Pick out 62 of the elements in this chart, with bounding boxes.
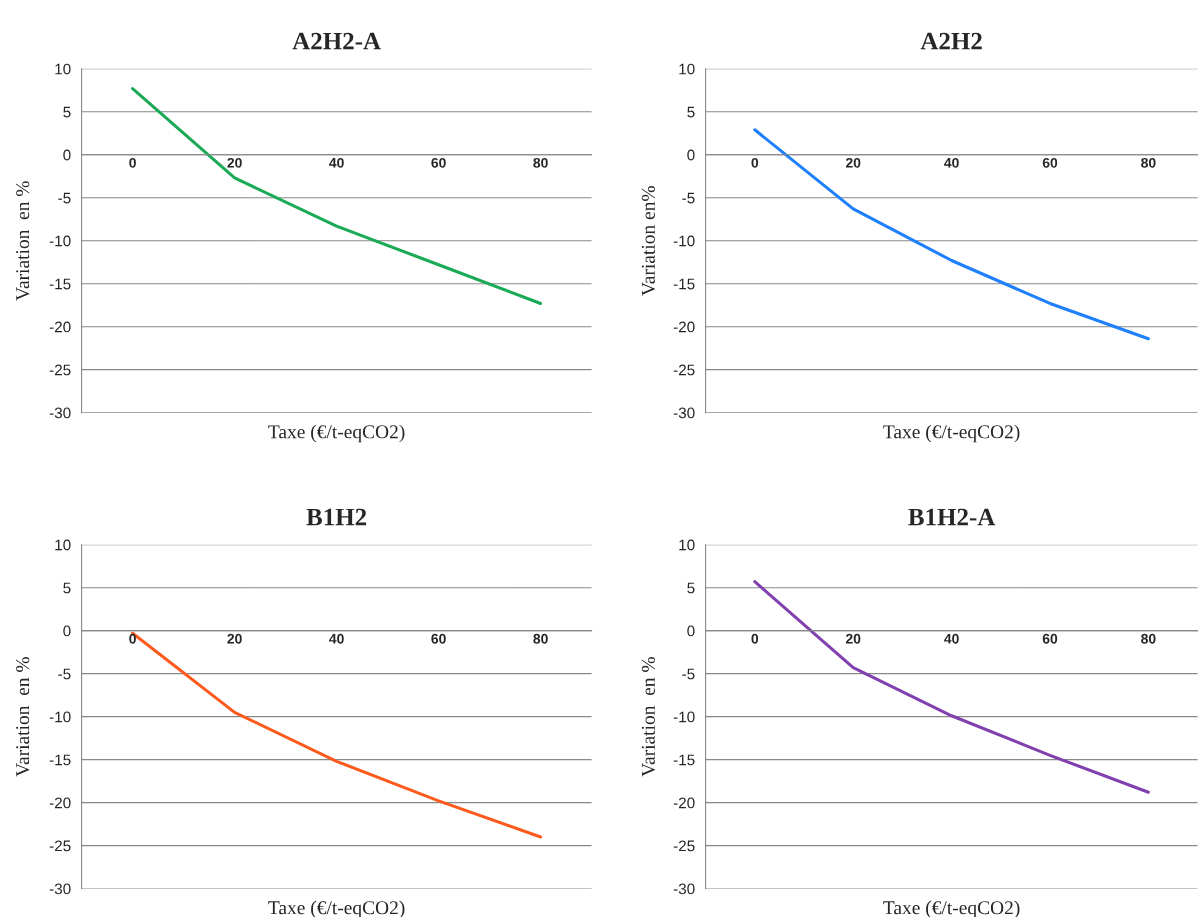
y-axis-title: Variation en % <box>16 657 30 777</box>
y-tick-label: -10 <box>673 235 695 247</box>
y-tick-label: 5 <box>63 106 71 118</box>
y-tick-label: -15 <box>673 278 695 290</box>
x-axis-title: Taxe (€/t-eqCO2) <box>883 424 1020 443</box>
x-tick-label: 40 <box>329 633 344 644</box>
y-tick-label: -25 <box>49 364 71 376</box>
y-tick-label: -20 <box>673 321 695 333</box>
x-tick-label: 40 <box>944 633 959 644</box>
chart-title: A2H2-A <box>292 32 381 50</box>
y-tick-label: 10 <box>55 63 71 75</box>
x-tick-label: 20 <box>227 157 242 168</box>
y-tick-label: -5 <box>682 192 695 204</box>
x-tick-label: 20 <box>845 157 861 168</box>
y-tick-label: -20 <box>673 797 695 809</box>
y-tick-label: -25 <box>673 364 695 376</box>
x-tick-label: 60 <box>431 633 446 644</box>
y-axis-title: Variation en% <box>641 186 656 296</box>
x-tick-label: 80 <box>533 157 548 168</box>
x-tick-label: 40 <box>944 157 959 168</box>
chart-title: B1H2 <box>306 508 367 526</box>
y-tick-label: -15 <box>49 278 71 290</box>
y-tick-label: -5 <box>682 668 695 680</box>
y-tick-label: -25 <box>673 840 695 852</box>
x-tick-label: 20 <box>845 633 861 644</box>
y-tick-label: -20 <box>49 321 71 333</box>
x-tick-label: 60 <box>1042 633 1058 644</box>
x-tick-label: 0 <box>751 633 759 644</box>
y-tick-label: -30 <box>673 407 695 419</box>
y-axis-title: Variation en % <box>641 657 656 777</box>
y-tick-label: -10 <box>673 711 695 723</box>
y-tick-label: -15 <box>49 754 71 766</box>
y-tick-label: 10 <box>679 539 695 551</box>
x-axis-title: Taxe (€/t-eqCO2) <box>268 424 405 443</box>
y-tick-label: -10 <box>49 235 71 247</box>
y-tick-label: -5 <box>58 668 71 680</box>
y-tick-label: -25 <box>49 840 71 852</box>
chart-title: A2H2 <box>920 32 982 50</box>
y-tick-label: -10 <box>49 711 71 723</box>
y-tick-label: -20 <box>49 797 71 809</box>
x-tick-label: 60 <box>1042 157 1058 168</box>
x-tick-label: 0 <box>751 157 759 168</box>
y-tick-label: -30 <box>673 883 695 895</box>
x-tick-label: 20 <box>227 633 242 644</box>
x-tick-label: 0 <box>129 157 136 168</box>
y-tick-label: 5 <box>687 582 695 594</box>
x-tick-label: 80 <box>533 633 548 644</box>
x-tick-label: 60 <box>431 157 446 168</box>
chart-title: B1H2-A <box>908 508 996 526</box>
x-tick-label: 40 <box>329 157 344 168</box>
y-tick-label: -30 <box>49 883 71 895</box>
y-tick-label: 10 <box>679 63 695 75</box>
x-tick-label: 0 <box>129 633 136 644</box>
y-axis-title: Variation en % <box>16 181 30 301</box>
y-tick-label: -15 <box>673 754 695 766</box>
y-tick-label: 5 <box>63 582 71 594</box>
x-tick-label: 80 <box>1141 157 1156 168</box>
x-tick-label: 80 <box>1141 633 1156 644</box>
y-tick-label: 5 <box>687 106 695 118</box>
y-tick-label: -30 <box>49 407 71 419</box>
y-tick-label: -5 <box>58 192 71 204</box>
y-tick-label: 10 <box>55 539 71 551</box>
